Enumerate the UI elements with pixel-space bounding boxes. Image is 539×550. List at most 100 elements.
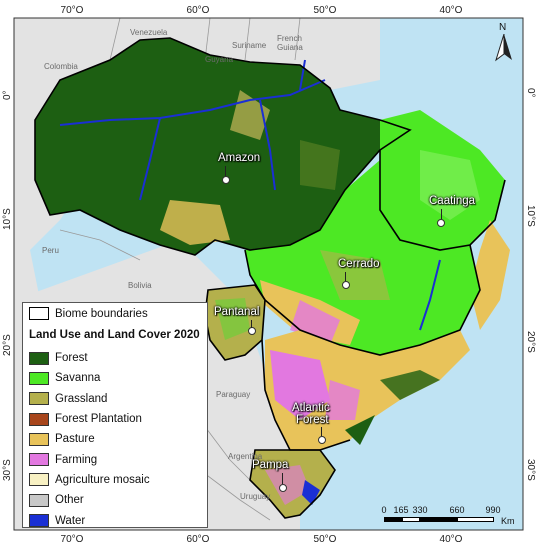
atlantic-farming-2	[325, 380, 360, 420]
scale-segment-1	[384, 517, 402, 522]
tick-bottom-70w: 70°O	[60, 534, 84, 545]
tick-left-30s: 30°S	[2, 459, 13, 481]
legend-item: Farming	[29, 449, 150, 469]
scale-bar: 0 165 330 660 990 Km	[381, 505, 515, 531]
legend-swatch	[29, 412, 49, 426]
biome-label-caatinga: Caatinga	[429, 195, 476, 207]
legend-item-label: Farming	[55, 453, 98, 466]
legend-boundary-swatch	[29, 307, 49, 320]
major-rivers	[59, 59, 441, 331]
tick-right-10s: 10°S	[525, 205, 536, 227]
biome-marker-atlantic	[318, 436, 326, 444]
cerrado-grassland	[320, 250, 390, 300]
brazil-land-cover	[35, 38, 510, 518]
biome-boundaries	[34, 37, 506, 519]
country-label-argentina: Argentina	[228, 452, 263, 461]
leader-line-caatinga	[441, 209, 442, 219]
tick-top-50w: 50°O	[313, 5, 337, 16]
tick-right-20s: 20°S	[525, 331, 536, 353]
country-label-venezuela: Venezuela	[130, 28, 168, 37]
amazon-mixed-patch	[300, 140, 340, 190]
biome-label-cerrado: Cerrado	[338, 258, 380, 270]
country-label-bolivia: Bolivia	[128, 281, 152, 290]
legend-item: Agriculture mosaic	[29, 470, 150, 490]
legend-swatch	[29, 432, 49, 446]
biome-marker-pampa	[279, 484, 287, 492]
legend-swatch	[29, 453, 49, 467]
biome-marker-amazon	[222, 176, 230, 184]
tick-bottom-60w: 60°O	[186, 534, 210, 545]
map-legend: Biome boundaries Land Use and Land Cover…	[22, 302, 208, 528]
country-label-uruguay: Uruguay	[240, 492, 271, 501]
north-arrow-icon	[495, 34, 512, 62]
legend-swatch	[29, 392, 49, 406]
amazon-pasture-south	[160, 200, 230, 245]
pantanal-savanna	[215, 298, 250, 340]
tick-top-70w: 70°O	[60, 5, 84, 16]
legend-item: Forest Plantation	[29, 409, 150, 429]
legend-item-label: Savanna	[55, 372, 101, 385]
caatinga-savanna-patch	[420, 150, 480, 220]
country-label-colombia: Colombia	[44, 62, 78, 71]
biome-marker-caatinga	[437, 219, 445, 227]
biome-marker-cerrado	[342, 281, 350, 289]
pampa-farming	[265, 465, 310, 505]
legend-swatch	[29, 493, 49, 507]
legend-item: Savanna	[29, 368, 150, 388]
tick-top-40w: 40°O	[439, 5, 463, 16]
map-border	[13, 17, 524, 531]
country-label-french-guiana-2: Guiana	[277, 43, 303, 52]
biome-marker-pantanal	[248, 327, 256, 335]
tick-right-30s: 30°S	[525, 459, 536, 481]
leader-line-atlantic	[321, 427, 322, 436]
tick-top-60w: 60°O	[186, 5, 210, 16]
tick-bottom-50w: 50°O	[313, 534, 337, 545]
country-label-peru: Peru	[42, 246, 59, 255]
scale-label-990: 990	[485, 505, 501, 515]
atlantic-forest-remnant	[380, 370, 440, 400]
ne-coast-pasture	[470, 220, 510, 330]
legend-swatch	[29, 514, 49, 528]
country-label-paraguay: Paraguay	[216, 390, 251, 399]
biome-label-atlantic-2: Forest	[296, 414, 329, 426]
scale-label-0: 0	[381, 505, 387, 515]
legend-boundary-label: Biome boundaries	[55, 307, 148, 320]
legend-item-label: Forest Plantation	[55, 413, 142, 426]
legend-item-label: Agriculture mosaic	[55, 473, 150, 486]
legend-item: Forest	[29, 348, 150, 368]
scale-unit: Km	[501, 516, 515, 526]
legend-swatch	[29, 473, 49, 487]
legend-item-label: Pasture	[55, 433, 95, 446]
biome-label-atlantic-1: Atlantic	[292, 402, 330, 414]
legend-item-label: Water	[55, 514, 86, 527]
legend-item: Pasture	[29, 429, 150, 449]
lagoa-dos-patos	[302, 480, 320, 505]
north-arrow: N	[494, 22, 514, 62]
leader-line-amazon	[225, 166, 226, 176]
leader-line-pampa	[282, 473, 283, 484]
country-label-french-guiana-1: French	[277, 34, 302, 43]
atlantic-farming	[270, 350, 330, 420]
legend-item-label: Grassland	[55, 392, 108, 405]
amazon-forest-area	[35, 38, 410, 255]
leader-line-pantanal	[251, 320, 252, 328]
legend-title: Land Use and Land Cover 2020	[29, 329, 200, 341]
biome-label-pampa: Pampa	[252, 459, 289, 471]
legend-item: Water	[29, 510, 150, 530]
biome-label-amazon: Amazon	[218, 152, 261, 164]
north-letter: N	[499, 22, 507, 33]
scale-segment-4	[457, 517, 494, 522]
country-label-guyana: Guyana	[205, 55, 234, 64]
scale-label-165: 165	[393, 505, 409, 515]
scale-label-660: 660	[449, 505, 465, 515]
scale-segment-3	[420, 517, 457, 522]
legend-swatch	[29, 371, 49, 385]
scale-segment-2	[402, 517, 420, 522]
atlantic-forest-remnant-2	[345, 415, 375, 445]
leader-line-cerrado	[345, 272, 346, 281]
legend-item: Grassland	[29, 389, 150, 409]
tick-bottom-40w: 40°O	[439, 534, 463, 545]
scale-label-330: 330	[412, 505, 428, 515]
tick-left-10s: 10°S	[2, 208, 13, 230]
